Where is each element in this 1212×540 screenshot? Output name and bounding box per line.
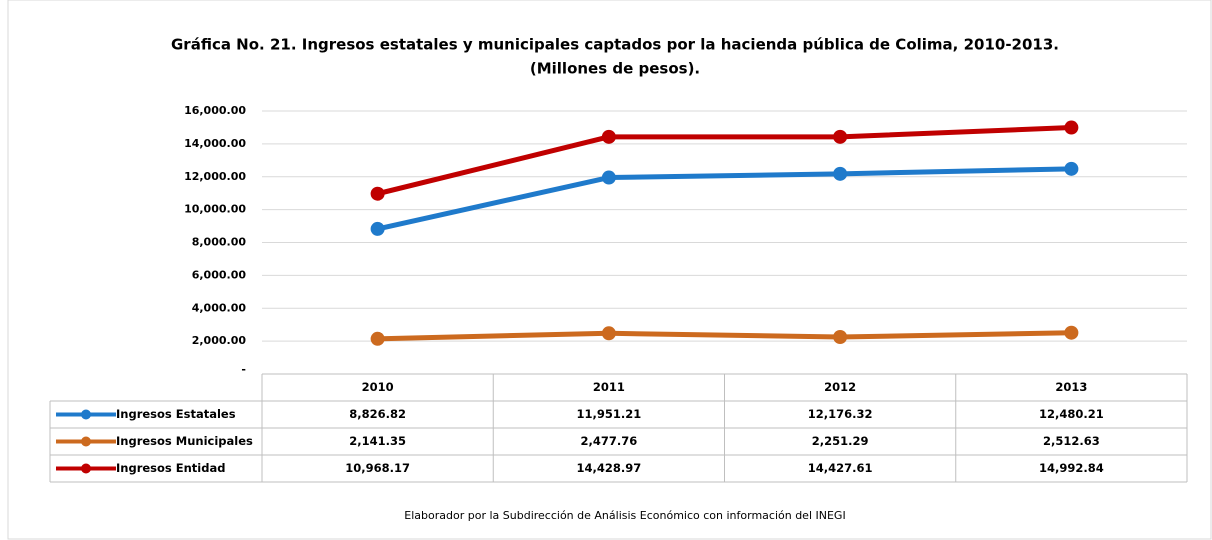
legend-marker bbox=[81, 463, 91, 474]
table-value: 12,480.21 bbox=[1039, 407, 1104, 421]
table-value: 12,176.32 bbox=[808, 407, 873, 421]
series-line bbox=[377, 125, 1072, 197]
chart-frame bbox=[7, 0, 1212, 540]
table-value: 2,477.76 bbox=[581, 434, 638, 448]
y-tick-label: 14,000.00 bbox=[184, 137, 246, 150]
legend-marker bbox=[81, 409, 91, 420]
table-value: 2,512.63 bbox=[1043, 434, 1100, 448]
point-marker bbox=[833, 129, 848, 144]
table-value: 8,826.82 bbox=[349, 407, 406, 421]
y-tick-label: 16,000.00 bbox=[184, 104, 246, 117]
table-value: 2,251.29 bbox=[812, 434, 869, 448]
point-marker bbox=[601, 326, 616, 341]
legend-marker bbox=[81, 436, 91, 447]
table-value: 10,968.17 bbox=[345, 461, 410, 475]
point-marker bbox=[1064, 161, 1079, 176]
point-marker bbox=[370, 331, 385, 346]
source-note: Elaborador por la Subdirección de Anális… bbox=[404, 509, 845, 522]
point-marker bbox=[601, 170, 616, 185]
x-tick-label: 2013 bbox=[1055, 380, 1087, 394]
point-marker bbox=[833, 329, 848, 344]
point-marker bbox=[1064, 325, 1079, 340]
point-marker bbox=[833, 166, 848, 181]
x-tick-label: 2010 bbox=[362, 380, 394, 394]
series-line bbox=[377, 166, 1072, 232]
y-tick-label: - bbox=[241, 363, 246, 376]
series-line bbox=[377, 330, 1072, 342]
table-value: 11,951.21 bbox=[577, 407, 642, 421]
point-marker bbox=[370, 186, 385, 201]
chart-subtitle: (Millones de pesos). bbox=[530, 60, 700, 78]
y-tick-label: 10,000.00 bbox=[184, 203, 246, 216]
legend-label: Ingresos Estatales bbox=[116, 407, 236, 421]
y-tick-label: 6,000.00 bbox=[192, 268, 247, 281]
table-value: 14,428.97 bbox=[577, 461, 642, 475]
x-tick-label: 2012 bbox=[824, 380, 856, 394]
legend-label: Ingresos Municipales bbox=[116, 434, 253, 448]
x-tick-label: 2011 bbox=[593, 380, 625, 394]
table-value: 2,141.35 bbox=[349, 434, 406, 448]
legend-label: Ingresos Entidad bbox=[116, 461, 225, 475]
y-tick-label: 8,000.00 bbox=[192, 236, 247, 249]
y-tick-label: 12,000.00 bbox=[184, 170, 246, 183]
table-value: 14,992.84 bbox=[1039, 461, 1104, 475]
point-marker bbox=[1064, 120, 1079, 135]
point-marker bbox=[601, 129, 616, 144]
y-tick-label: 2,000.00 bbox=[192, 334, 247, 347]
table-value: 14,427.61 bbox=[808, 461, 873, 475]
chart-title: Gráfica No. 21. Ingresos estatales y mun… bbox=[171, 36, 1059, 54]
point-marker bbox=[370, 221, 385, 236]
y-tick-label: 4,000.00 bbox=[192, 301, 247, 314]
